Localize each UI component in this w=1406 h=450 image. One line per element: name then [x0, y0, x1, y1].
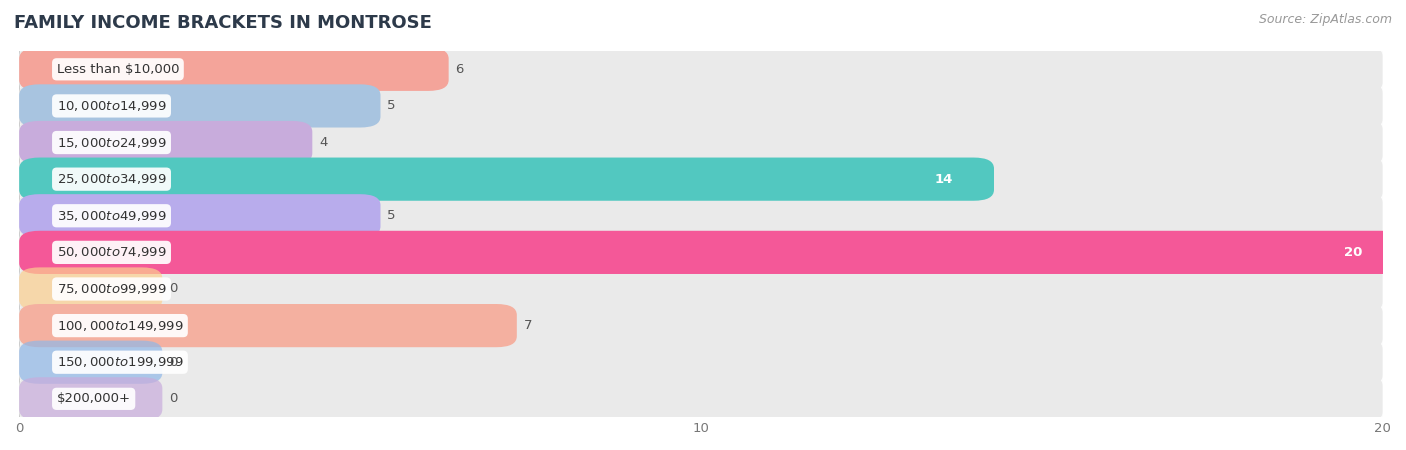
- Text: 7: 7: [523, 319, 531, 332]
- Text: 0: 0: [169, 392, 177, 405]
- Text: $200,000+: $200,000+: [56, 392, 131, 405]
- FancyBboxPatch shape: [20, 338, 1382, 387]
- FancyBboxPatch shape: [20, 84, 381, 127]
- FancyBboxPatch shape: [20, 228, 1382, 277]
- FancyBboxPatch shape: [20, 375, 1382, 423]
- FancyBboxPatch shape: [20, 155, 1382, 203]
- FancyBboxPatch shape: [20, 192, 1382, 240]
- Text: 5: 5: [387, 209, 396, 222]
- FancyBboxPatch shape: [20, 158, 994, 201]
- Text: 0: 0: [169, 356, 177, 369]
- Text: Less than $10,000: Less than $10,000: [56, 63, 179, 76]
- FancyBboxPatch shape: [20, 121, 312, 164]
- Text: 6: 6: [456, 63, 464, 76]
- Text: $150,000 to $199,999: $150,000 to $199,999: [56, 355, 183, 369]
- Text: $100,000 to $149,999: $100,000 to $149,999: [56, 319, 183, 333]
- Text: 14: 14: [935, 173, 953, 186]
- FancyBboxPatch shape: [20, 265, 1382, 313]
- Text: FAMILY INCOME BRACKETS IN MONTROSE: FAMILY INCOME BRACKETS IN MONTROSE: [14, 14, 432, 32]
- FancyBboxPatch shape: [20, 82, 1382, 130]
- FancyBboxPatch shape: [20, 267, 162, 310]
- FancyBboxPatch shape: [20, 118, 1382, 166]
- FancyBboxPatch shape: [20, 304, 517, 347]
- Text: 5: 5: [387, 99, 396, 112]
- Text: $15,000 to $24,999: $15,000 to $24,999: [56, 135, 166, 149]
- Text: $75,000 to $99,999: $75,000 to $99,999: [56, 282, 166, 296]
- Text: $10,000 to $14,999: $10,000 to $14,999: [56, 99, 166, 113]
- Text: $50,000 to $74,999: $50,000 to $74,999: [56, 245, 166, 259]
- Text: 0: 0: [169, 283, 177, 296]
- FancyBboxPatch shape: [20, 45, 1382, 94]
- Text: $35,000 to $49,999: $35,000 to $49,999: [56, 209, 166, 223]
- Text: $25,000 to $34,999: $25,000 to $34,999: [56, 172, 166, 186]
- Text: 20: 20: [1344, 246, 1362, 259]
- FancyBboxPatch shape: [20, 48, 449, 91]
- FancyBboxPatch shape: [20, 302, 1382, 350]
- Text: Source: ZipAtlas.com: Source: ZipAtlas.com: [1258, 14, 1392, 27]
- FancyBboxPatch shape: [20, 377, 162, 420]
- FancyBboxPatch shape: [20, 231, 1403, 274]
- FancyBboxPatch shape: [20, 341, 162, 384]
- Text: 4: 4: [319, 136, 328, 149]
- FancyBboxPatch shape: [20, 194, 381, 237]
